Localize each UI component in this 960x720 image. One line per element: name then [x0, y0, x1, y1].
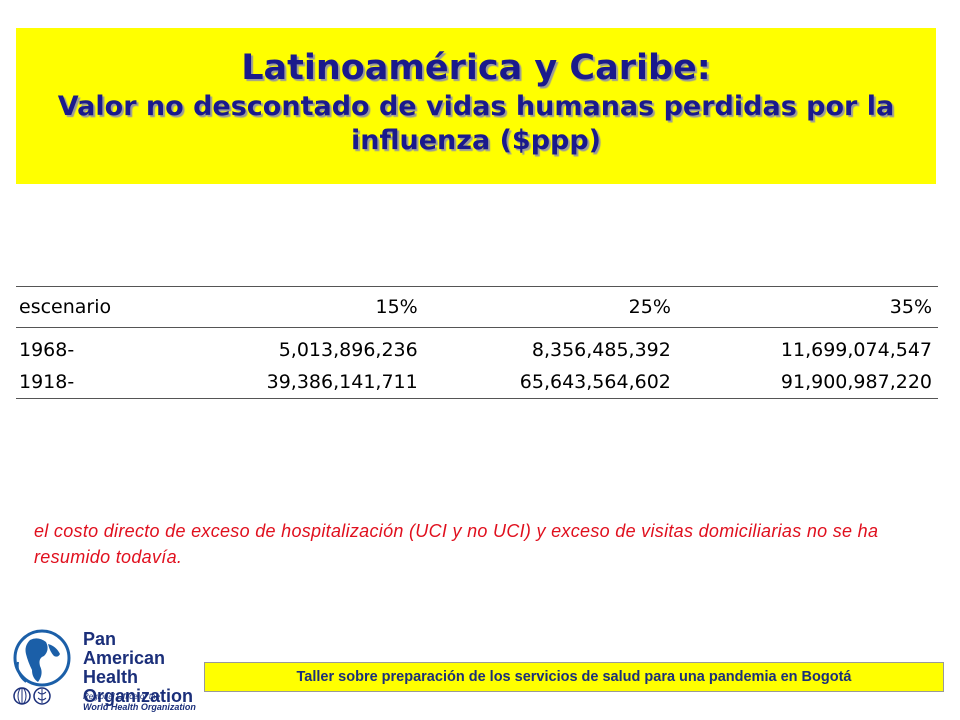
note-text: el costo directo de exceso de hospitaliz… [34, 521, 879, 567]
header-escenario: escenario [19, 296, 112, 318]
header-25-percent: 25% [628, 296, 671, 318]
table-row: 1918- 39,386,141,711 65,643,564,602 91,9… [16, 366, 938, 399]
table-header-row: escenario 15% 25% 35% [16, 286, 938, 328]
row-label: 1968- [19, 339, 75, 361]
header-15-percent: 15% [375, 296, 418, 318]
table-cell: 39,386,141,711 [266, 371, 418, 393]
paho-globe-emblem-icon [13, 629, 71, 705]
table-row: 1968- 5,013,896,236 8,356,485,392 11,699… [16, 328, 938, 367]
table-cell: 11,699,074,547 [780, 339, 932, 361]
footer-bar: Taller sobre preparación de los servicio… [204, 662, 944, 692]
table-cell: 91,900,987,220 [780, 371, 932, 393]
influenza-value-table: escenario 15% 25% 35% 1968- 5,013,896,23… [16, 286, 938, 399]
table-cell: 5,013,896,236 [278, 339, 418, 361]
page-subtitle: Valor no descontado de vidas humanas per… [57, 91, 895, 156]
page-title: Latinoamérica y Caribe: [241, 48, 711, 88]
paho-logo: Pan American Health Organization Regiona… [8, 628, 198, 712]
row-label: 1918- [19, 371, 75, 393]
paho-logo-subtitle: Regional Office of the World Health Orga… [83, 692, 196, 712]
paho-logo-text: Pan American Health Organization [83, 629, 194, 706]
header-35-percent: 35% [889, 296, 932, 318]
table-cell: 65,643,564,602 [519, 371, 671, 393]
table-cell: 8,356,485,392 [531, 339, 671, 361]
title-banner: Latinoamérica y Caribe: Valor no descont… [16, 28, 936, 184]
